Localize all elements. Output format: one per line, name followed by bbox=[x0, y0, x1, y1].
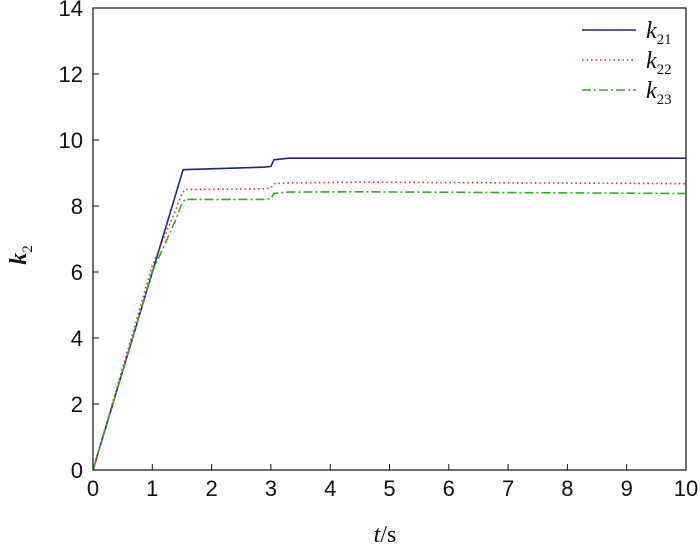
y-axis-label-sub: 2 bbox=[20, 245, 36, 253]
y-tick-label: 10 bbox=[59, 128, 83, 153]
x-tick-label: 5 bbox=[383, 476, 395, 501]
y-tick-label: 6 bbox=[71, 260, 83, 285]
x-tick-label: 3 bbox=[265, 476, 277, 501]
series-line-k21 bbox=[92, 157, 686, 471]
x-tick-label: 2 bbox=[205, 476, 217, 501]
y-axis-label: k2 bbox=[6, 245, 36, 265]
y-tick-label: 4 bbox=[71, 326, 83, 351]
y-axis-label-main: k bbox=[6, 253, 32, 265]
x-tick-label: 7 bbox=[502, 476, 514, 501]
x-axis-ticks: 0 1 2 3 4 5 6 7 8 9 10 bbox=[87, 464, 698, 501]
y-tick-label: 2 bbox=[71, 392, 83, 417]
legend-label-k23: k23 bbox=[646, 78, 672, 108]
x-tick-label: 9 bbox=[621, 476, 633, 501]
series-layer bbox=[92, 157, 687, 471]
x-tick-label: 0 bbox=[87, 476, 99, 501]
legend-label-k21: k21 bbox=[646, 18, 672, 48]
x-axis-label: t/s bbox=[374, 522, 397, 548]
plot-area bbox=[92, 7, 687, 471]
legend-label-k22: k22 bbox=[646, 48, 672, 78]
y-tick-label: 0 bbox=[71, 458, 83, 483]
y-tick-label: 12 bbox=[59, 62, 83, 87]
x-axis-label-unit: /s bbox=[380, 522, 396, 548]
x-tick-label: 6 bbox=[443, 476, 455, 501]
x-axis-label-variable: t bbox=[374, 522, 382, 548]
y-tick-label: 14 bbox=[59, 0, 83, 21]
y-tick-label: 8 bbox=[71, 194, 83, 219]
x-tick-label: 4 bbox=[324, 476, 336, 501]
series-line-k22 bbox=[92, 181, 687, 471]
series-line-k23 bbox=[92, 190, 687, 471]
plot-frame bbox=[92, 7, 687, 471]
x-tick-label: 1 bbox=[146, 476, 158, 501]
x-tick-label: 8 bbox=[561, 476, 573, 501]
y-axis-ticks: 0 2 4 6 8 10 12 14 bbox=[59, 0, 99, 483]
x-tick-label: 10 bbox=[674, 476, 698, 501]
